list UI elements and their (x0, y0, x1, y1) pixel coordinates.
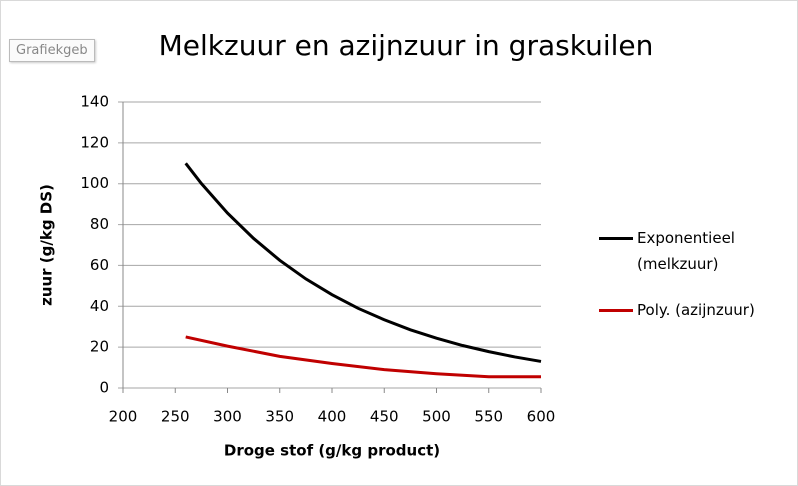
line-series (184, 162, 542, 363)
x-tick-label: 600 (527, 408, 556, 426)
x-tick-label: 350 (265, 408, 294, 426)
tooltip: Grafiekgeb (9, 39, 95, 62)
x-axis-label: Droge stof (g/kg product) (224, 442, 440, 460)
legend: Exponentieel (melkzuur) Poly. (azijnzuur) (599, 225, 779, 343)
y-axis-label: zuur (g/kg DS) (38, 184, 56, 306)
y-tick-label: 120 (80, 133, 109, 151)
x-tick-label: 250 (161, 408, 190, 426)
y-tick-label: 140 (80, 93, 109, 111)
line-series (185, 335, 541, 379)
x-tick-label: 200 (109, 408, 138, 426)
x-tick-label: 300 (213, 408, 242, 426)
legend-label: Exponentieel (melkzuur) (637, 229, 735, 273)
x-tick-label: 450 (370, 408, 399, 426)
legend-item: Poly. (azijnzuur) (599, 297, 779, 323)
legend-swatch (599, 309, 633, 312)
legend-item: Exponentieel (melkzuur) (599, 225, 757, 277)
legend-swatch (599, 237, 633, 240)
y-tick-label: 100 (80, 174, 109, 192)
y-tick-label: 40 (90, 297, 109, 315)
x-tick-label: 400 (318, 408, 347, 426)
x-tick-label: 550 (474, 408, 503, 426)
y-tick-label: 80 (90, 215, 109, 233)
chart-title: Melkzuur en azijnzuur in graskuilen (159, 29, 654, 62)
legend-label: Poly. (azijnzuur) (637, 301, 755, 319)
y-tick-label: 20 (90, 338, 109, 356)
x-tick-label: 500 (422, 408, 451, 426)
y-tick-label: 0 (99, 379, 109, 397)
y-tick-label: 60 (90, 256, 109, 274)
